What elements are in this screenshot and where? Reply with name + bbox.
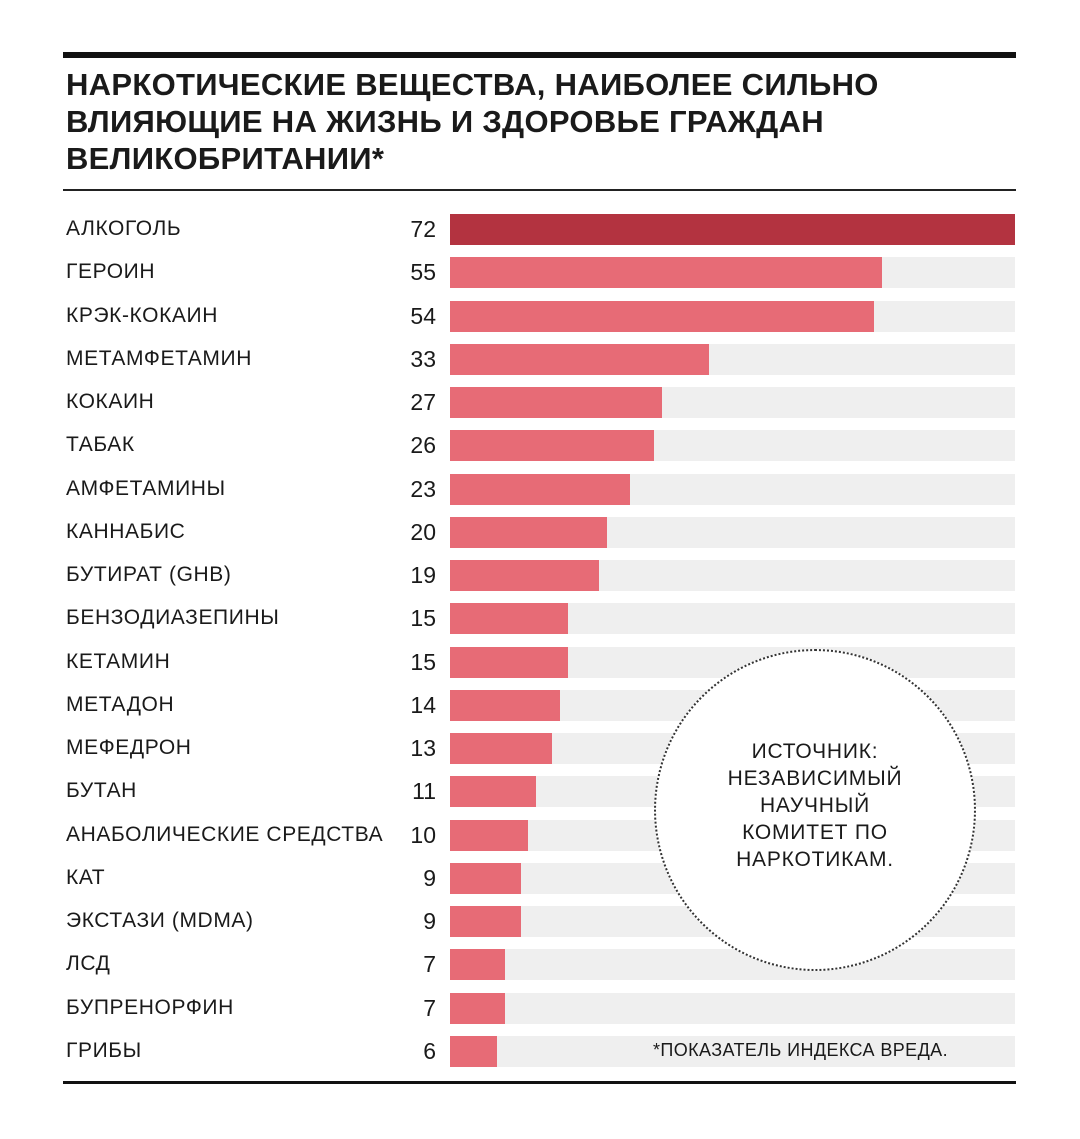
value-label: 11	[412, 778, 436, 805]
bar	[450, 862, 521, 894]
value-label: 9	[423, 864, 436, 891]
bar-track	[450, 387, 1015, 419]
bar	[450, 819, 529, 851]
bar-track	[450, 516, 1015, 548]
bar	[450, 646, 568, 678]
bar-track	[450, 430, 1015, 462]
bar-track	[450, 560, 1015, 592]
bar-track	[450, 214, 1015, 245]
value-label: 7	[423, 994, 436, 1021]
bar	[450, 387, 662, 419]
category-label: ТАБАК	[66, 433, 135, 457]
bar	[450, 603, 568, 635]
bar-track	[450, 992, 1015, 1024]
category-label: БЕНЗОДИАЗЕПИНЫ	[66, 606, 280, 630]
value-label: 23	[410, 475, 436, 502]
value-label: 72	[410, 216, 436, 242]
value-label: 26	[410, 432, 436, 459]
bar	[450, 906, 521, 938]
bar	[450, 343, 709, 375]
value-label: 7	[423, 951, 436, 978]
value-label: 6	[423, 1037, 436, 1064]
category-label: ЛСД	[66, 952, 111, 976]
category-label: МЕФЕДРОН	[66, 736, 192, 760]
source-note: ИСТОЧНИК: НЕЗАВИСИМЫЙ НАУЧНЫЙ КОМИТЕТ ПО…	[727, 739, 903, 871]
source-circle: ИСТОЧНИК: НЕЗАВИСИМЫЙ НАУЧНЫЙ КОМИТЕТ ПО…	[654, 649, 976, 971]
bar-track	[450, 257, 1015, 289]
value-label: 54	[410, 302, 436, 329]
category-label: КАННАБИС	[66, 519, 186, 543]
category-label: БУТИРАТ (GHB)	[66, 563, 232, 587]
value-label: 10	[410, 821, 436, 848]
value-label: 33	[410, 345, 436, 372]
bar	[450, 516, 607, 548]
bar-track	[450, 603, 1015, 635]
value-label: 55	[410, 259, 436, 286]
bar	[450, 430, 655, 462]
bar	[450, 992, 505, 1024]
category-label: БУПРЕНОРФИН	[66, 995, 234, 1019]
value-label: 15	[410, 605, 436, 632]
bar	[450, 733, 552, 765]
title-divider	[63, 189, 1016, 191]
bar	[450, 560, 600, 592]
category-label: КОКАИН	[66, 390, 155, 414]
value-label: 15	[410, 648, 436, 675]
chart-title: НАРКОТИЧЕСКИЕ ВЕЩЕСТВА, НАИБОЛЕЕ СИЛЬНО …	[66, 67, 879, 176]
bar-track	[450, 949, 1015, 981]
bar	[450, 776, 537, 808]
category-label: АМФЕТАМИНЫ	[66, 476, 226, 500]
value-label: 19	[410, 562, 436, 589]
bar	[450, 214, 1015, 245]
value-label: 14	[410, 691, 436, 718]
category-label: ГРИБЫ	[66, 1038, 142, 1062]
category-label: КЕТАМИН	[66, 649, 171, 673]
bar	[450, 1035, 498, 1067]
bar	[450, 689, 560, 721]
bar-track	[450, 300, 1015, 332]
top-rule	[63, 52, 1016, 58]
value-label: 27	[410, 389, 436, 416]
category-label: ГЕРОИН	[66, 260, 156, 284]
footnote: *ПОКАЗАТЕЛЬ ИНДЕКСА ВРЕДА.	[653, 1040, 948, 1060]
bar-track	[450, 473, 1015, 505]
category-label: АНАБОЛИЧЕСКИЕ СРЕДСТВА	[66, 822, 384, 846]
bar	[450, 300, 874, 332]
category-label: МЕТАДОН	[66, 692, 175, 716]
category-label: МЕТАМФЕТАМИН	[66, 346, 252, 370]
bar-track	[450, 343, 1015, 375]
category-label: КАТ	[66, 865, 106, 889]
value-label: 20	[410, 518, 436, 545]
bar-track	[450, 1035, 1015, 1067]
bottom-rule	[63, 1081, 1016, 1084]
value-label: 13	[410, 735, 436, 762]
bar	[450, 949, 505, 981]
value-label: 9	[423, 908, 436, 935]
bar	[450, 473, 631, 505]
category-label: БУТАН	[66, 779, 137, 803]
bar	[450, 257, 882, 289]
category-label: АЛКОГОЛЬ	[66, 217, 182, 240]
category-label: КРЭК-КОКАИН	[66, 303, 218, 327]
category-label: ЭКСТАЗИ (MDMA)	[66, 909, 254, 933]
